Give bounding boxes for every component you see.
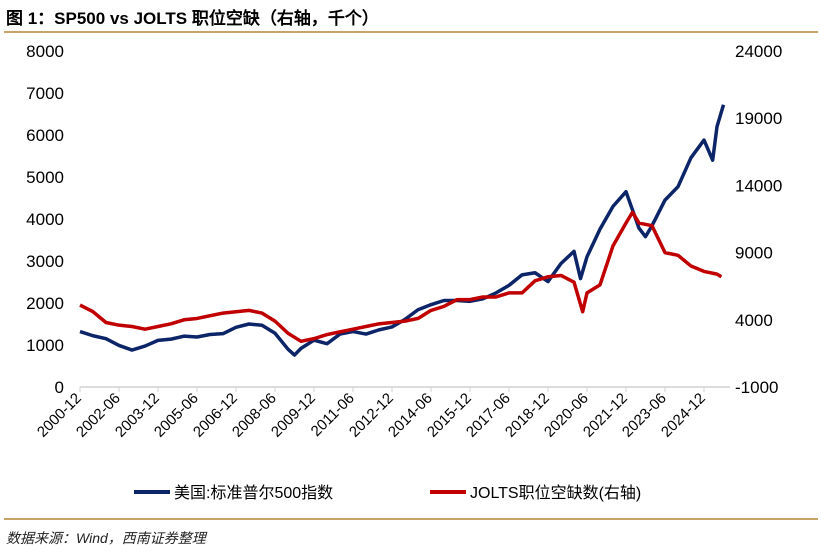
y-right-tick-label: 24000 [735, 42, 782, 61]
y-right-tick-label: 14000 [735, 176, 782, 195]
y-left-tick-label: 7000 [26, 84, 64, 103]
chart-title: 图 1：SP500 vs JOLTS 职位空缺（右轴，千个） [6, 9, 379, 28]
y-left-tick-label: 1000 [26, 336, 64, 355]
y-right-tick-label: 4000 [735, 311, 773, 330]
y-left-tick-label: 4000 [26, 210, 64, 229]
footer-divider [4, 518, 818, 520]
y-left-tick-label: 2000 [26, 294, 64, 313]
y-left-tick-label: 3000 [26, 252, 64, 271]
source-note: 数据来源：Wind，西南证券整理 [6, 530, 206, 546]
y-right-tick-label: 19000 [735, 109, 782, 128]
series-line-sp500 [79, 104, 726, 357]
y-left-tick-label: 6000 [26, 126, 64, 145]
y-left-tick-label: 0 [55, 378, 64, 397]
y-left-tick-label: 5000 [26, 168, 64, 187]
title-divider [4, 31, 818, 33]
series-line-jolts [79, 210, 723, 344]
legend-label: JOLTS职位空缺数(右轴) [470, 484, 641, 502]
y-right-tick-label: 9000 [735, 244, 773, 263]
y-right-tick-label: -1000 [735, 378, 778, 397]
legend-label: 美国:标准普尔500指数 [174, 484, 333, 502]
x-tick-label: 2024-12 [658, 390, 709, 441]
y-left-tick-label: 8000 [26, 42, 64, 61]
x-tick-label: 2009-12 [268, 390, 319, 441]
